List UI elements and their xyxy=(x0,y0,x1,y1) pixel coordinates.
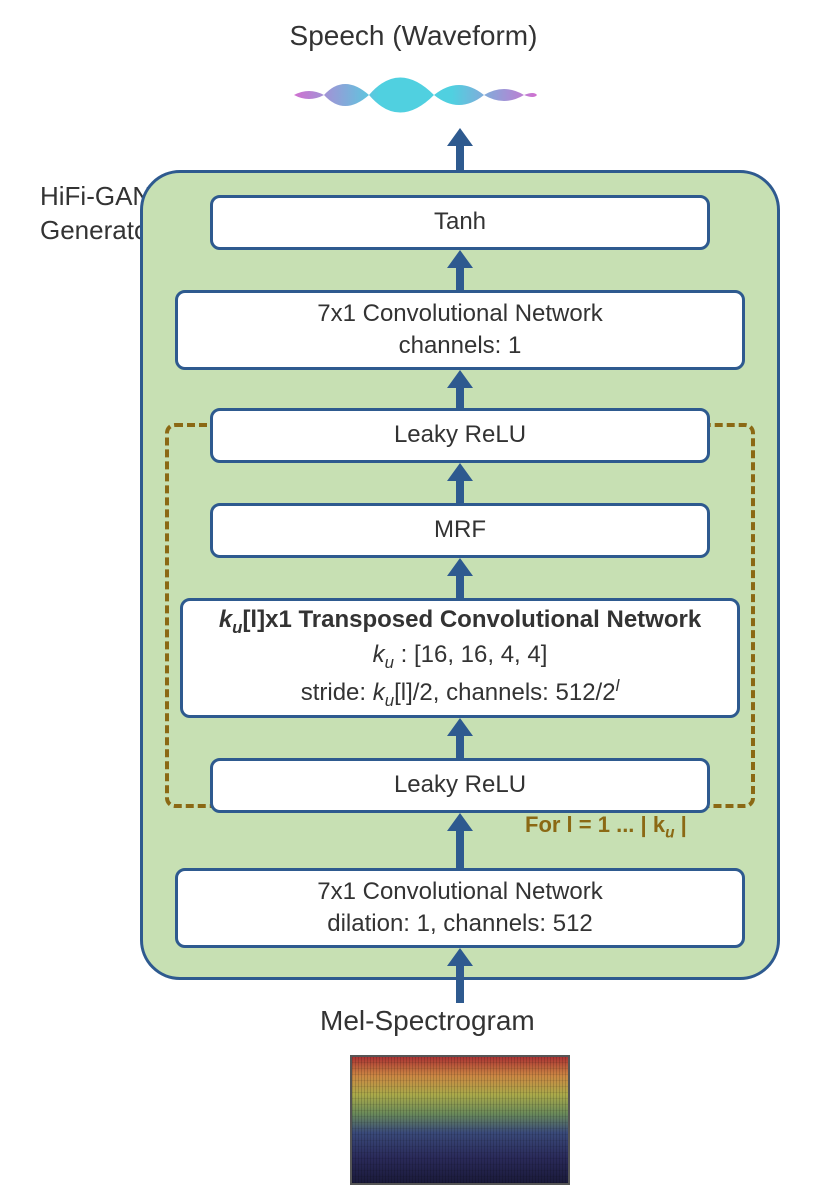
input-label: Mel-Spectrogram xyxy=(320,1005,535,1037)
leaky-relu-top-block: Leaky ReLU xyxy=(210,408,710,463)
arrow-icon xyxy=(445,718,475,758)
arrow-icon xyxy=(445,813,475,868)
loop-label: For l = 1 ... | ku | xyxy=(525,812,687,842)
arrow-icon xyxy=(445,463,475,503)
tanh-block: Tanh xyxy=(210,195,710,250)
waveform-icon xyxy=(289,65,539,125)
arrow-icon xyxy=(445,128,475,170)
leaky-relu-bottom-block: Leaky ReLU xyxy=(210,758,710,813)
conv-output-block: 7x1 Convolutional Network channels: 1 xyxy=(175,290,745,370)
output-title: Speech (Waveform) xyxy=(290,20,538,52)
mel-spectrogram-icon xyxy=(350,1055,570,1185)
mrf-block: MRF xyxy=(210,503,710,558)
hifigan-generator-diagram: Speech (Waveform) HiFi-GAN Generator For… xyxy=(0,0,827,1193)
arrow-icon xyxy=(445,370,475,408)
conv-input-block: 7x1 Convolutional Network dilation: 1, c… xyxy=(175,868,745,948)
arrow-icon xyxy=(445,250,475,290)
arrow-icon xyxy=(445,948,475,1003)
arrow-icon xyxy=(445,558,475,598)
transposed-conv-block: ku[l]x1 Transposed Convolutional Network… xyxy=(180,598,740,718)
